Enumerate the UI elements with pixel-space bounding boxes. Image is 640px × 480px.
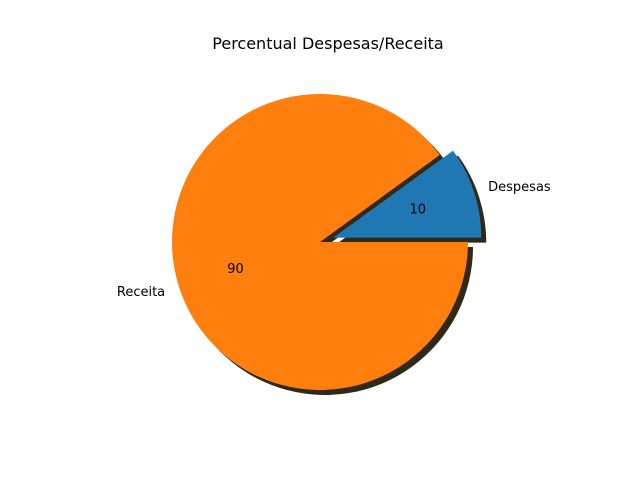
pie-label-group: Despesas 10 Receita 90 [117, 180, 551, 300]
pie-slice-receita [172, 94, 468, 391]
slice-label-despesas: Despesas [488, 180, 551, 195]
pie-slice-group [172, 94, 482, 391]
slice-value-label-despesas: 10 [409, 203, 426, 218]
chart-title: Percentual Despesas/Receita [212, 34, 443, 53]
slice-label-receita: Receita [117, 285, 165, 300]
pie-slice-despesas [333, 150, 482, 238]
slice-value-label-receita: 90 [227, 262, 244, 277]
